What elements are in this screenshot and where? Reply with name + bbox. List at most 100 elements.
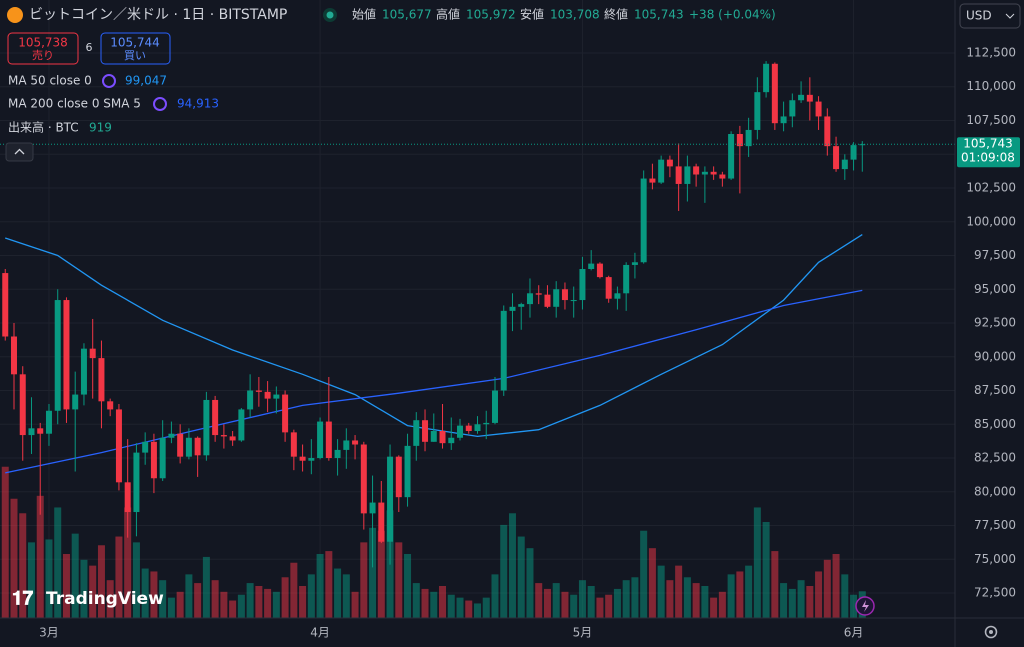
candle-body xyxy=(80,348,87,395)
volume-bar xyxy=(543,588,551,618)
volume-bar xyxy=(71,533,79,618)
candle-body xyxy=(649,178,656,183)
volume-bar xyxy=(640,530,648,618)
volume-bar xyxy=(115,536,123,618)
indicator-icon[interactable] xyxy=(102,74,116,88)
candle-body xyxy=(273,394,280,399)
volume-bar xyxy=(561,591,569,618)
buy-button[interactable] xyxy=(100,32,171,65)
ma-line xyxy=(5,289,863,474)
candle-body xyxy=(360,444,367,514)
symbol-title[interactable]: ビットコイン／米ドル · 1日 · BITSTAMP xyxy=(29,7,287,23)
y-tick-label: 90,000 xyxy=(974,349,1016,363)
volume-bar xyxy=(517,536,525,618)
y-tick-label: 75,000 xyxy=(974,552,1016,566)
y-tick-label: 112,500 xyxy=(966,45,1016,59)
candle-body xyxy=(544,294,551,307)
volume-bar xyxy=(657,565,665,618)
volume-bar xyxy=(167,597,175,618)
volume-bar xyxy=(683,577,691,618)
candle-body xyxy=(159,437,166,479)
countdown: 01:09:08 xyxy=(961,151,1015,165)
x-tick-label: 5月 xyxy=(573,626,593,640)
volume-bar xyxy=(526,548,534,618)
candle-body xyxy=(378,502,385,542)
candle-body xyxy=(465,425,472,432)
candle-body xyxy=(185,437,192,457)
volume-bar xyxy=(727,574,735,618)
candle-body xyxy=(693,166,700,175)
candle-body xyxy=(719,174,726,179)
volume-bar xyxy=(806,586,814,618)
volume-bar xyxy=(850,594,858,618)
volume-bar xyxy=(132,542,140,618)
volume-bar xyxy=(482,597,490,618)
y-tick-label: 72,500 xyxy=(974,586,1016,600)
ma50-name[interactable]: MA 50 close 0 xyxy=(8,74,92,88)
close-label: 終値 xyxy=(604,7,628,22)
y-tick-label: 87,500 xyxy=(974,383,1016,397)
volume-bar xyxy=(701,586,709,618)
volume-bar xyxy=(150,571,158,618)
indicator-icon[interactable] xyxy=(153,97,167,111)
ma50-value: 99,047 xyxy=(125,74,167,88)
candle-body xyxy=(72,394,79,410)
price-label-box xyxy=(957,137,1020,168)
volume-bar xyxy=(613,588,621,618)
candle-body xyxy=(352,440,359,445)
volume-bar xyxy=(605,594,613,618)
candle-body xyxy=(605,277,612,299)
low-label: 安値 xyxy=(520,7,544,22)
candle-body xyxy=(387,456,394,542)
dropdown-icon xyxy=(1005,13,1015,19)
candle-body xyxy=(430,431,437,442)
volume-bar xyxy=(80,559,88,618)
volume-value: 919 xyxy=(89,121,112,135)
y-tick-label: 77,500 xyxy=(974,518,1016,532)
candle-body xyxy=(45,410,52,434)
sell-button[interactable] xyxy=(7,32,79,65)
volume-bar xyxy=(508,513,516,618)
candle-body xyxy=(640,178,647,263)
candle-body xyxy=(448,437,455,444)
volume-bar xyxy=(19,513,27,618)
buy-price: 105,744 xyxy=(110,36,160,50)
candle-body xyxy=(124,482,131,513)
volume-bar xyxy=(535,583,543,618)
currency-button[interactable] xyxy=(959,3,1021,29)
volume-bar xyxy=(823,559,831,618)
logo-text[interactable]: TradingView xyxy=(46,589,164,609)
volume-bar xyxy=(404,554,412,618)
collapse-button[interactable] xyxy=(5,142,34,162)
volume-bar xyxy=(36,495,44,618)
volume-bar xyxy=(202,556,210,618)
candle-body xyxy=(754,92,761,130)
volume-bar xyxy=(578,580,586,618)
settings-button[interactable] xyxy=(984,625,998,639)
volume-name[interactable]: 出来高 · BTC xyxy=(8,120,79,135)
volume-bar xyxy=(771,551,779,618)
volume-bar xyxy=(299,586,307,618)
candle-body xyxy=(37,428,44,434)
candle-body xyxy=(736,133,743,147)
volume-bar xyxy=(141,568,149,618)
y-tick-label: 85,000 xyxy=(974,417,1016,431)
candle-body xyxy=(474,424,481,432)
volume-bar xyxy=(570,594,578,618)
x-tick-label: 3月 xyxy=(39,626,59,640)
candle-body xyxy=(701,171,708,175)
volume-bar xyxy=(456,597,464,618)
volume-bar xyxy=(377,530,385,618)
currency: USD xyxy=(966,9,992,23)
volume-bar xyxy=(106,580,114,618)
candle-body xyxy=(570,300,577,302)
candle-body xyxy=(658,159,665,183)
ma200-name[interactable]: MA 200 close 0 SMA 5 xyxy=(8,97,141,111)
volume-bar xyxy=(62,554,70,618)
x-tick-label: 6月 xyxy=(844,626,864,640)
candle-body xyxy=(798,94,805,101)
y-tick-label: 95,000 xyxy=(974,282,1016,296)
candle-body xyxy=(264,391,271,399)
market-status-dot xyxy=(326,11,334,19)
